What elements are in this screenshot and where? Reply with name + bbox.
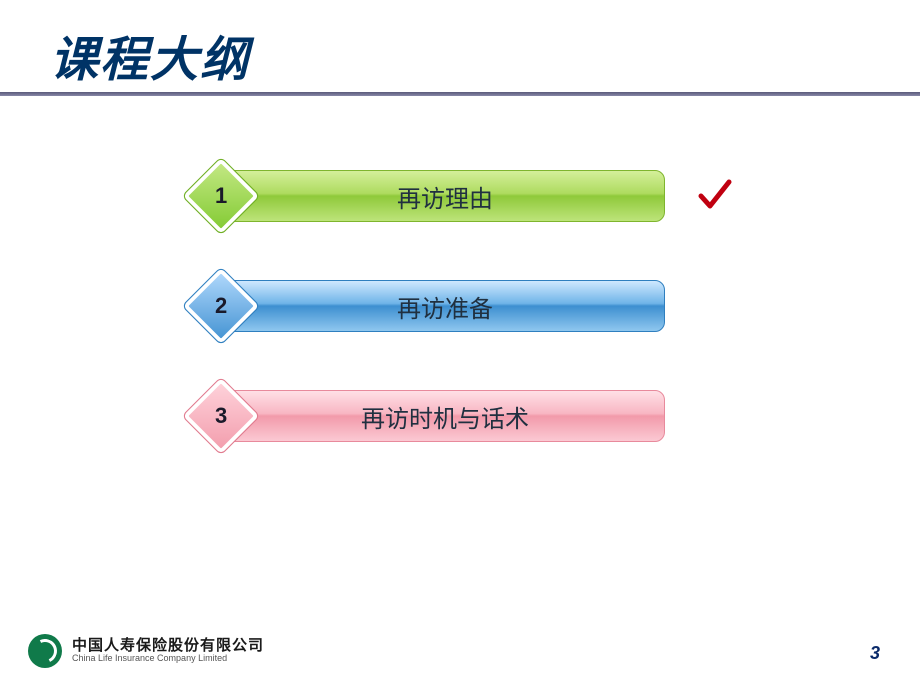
outline-diamond-2: 2 — [181, 266, 260, 345]
company-name-en: China Life Insurance Company Limited — [72, 654, 264, 664]
outline-number-2: 2 — [215, 293, 227, 319]
outline-label-1: 再访理由 — [397, 179, 493, 214]
logo-icon — [28, 634, 62, 668]
slide: 课程大纲 再访理由 1 再访准备 2 再访时机与话术 — [0, 0, 920, 690]
company-name-cn: 中国人寿保险股份有限公司 — [72, 638, 264, 655]
outline-bar-2: 再访准备 — [225, 280, 665, 332]
outline-number-3: 3 — [215, 403, 227, 429]
outline-diamond-3: 3 — [181, 376, 260, 455]
slide-footer: 中国人寿保险股份有限公司 China Life Insurance Compan… — [0, 620, 920, 690]
title-underline — [0, 92, 920, 96]
slide-title: 课程大纲 — [50, 20, 250, 90]
outline-number-1: 1 — [215, 183, 227, 209]
outline-diamond-1: 1 — [181, 156, 260, 235]
check-icon — [695, 176, 735, 216]
logo-text: 中国人寿保险股份有限公司 China Life Insurance Compan… — [72, 638, 264, 664]
outline-label-3: 再访时机与话术 — [361, 399, 529, 434]
company-logo: 中国人寿保险股份有限公司 China Life Insurance Compan… — [28, 634, 264, 668]
outline-bar-3: 再访时机与话术 — [225, 390, 665, 442]
outline-label-2: 再访准备 — [397, 289, 493, 324]
outline-bar-1: 再访理由 — [225, 170, 665, 222]
page-number: 3 — [870, 643, 880, 664]
